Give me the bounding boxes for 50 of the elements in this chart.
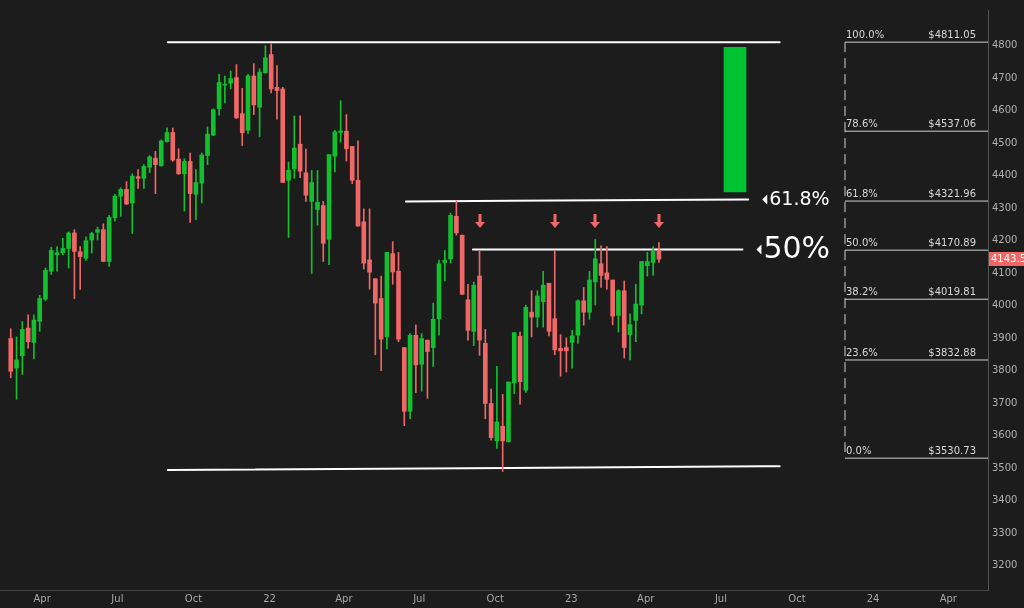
annotation: 38.2% xyxy=(846,285,878,297)
legend-label: 50% xyxy=(763,230,831,266)
y-tick-label: 4600 xyxy=(992,104,1018,116)
x-tick-label: Oct xyxy=(486,592,504,604)
y-tick-label: 4200 xyxy=(992,234,1018,246)
x-tick-label: Jul xyxy=(713,592,727,604)
x-tick-label: Jul xyxy=(110,592,124,604)
y-tick-label: 3600 xyxy=(992,429,1018,441)
y-tick-label: 4500 xyxy=(992,136,1018,148)
candlestick xyxy=(500,394,506,472)
y-tick-label: 3900 xyxy=(992,331,1018,343)
y-tick-label: 3800 xyxy=(992,364,1018,376)
annotation: 50.0% xyxy=(846,236,878,248)
candlestick xyxy=(309,170,315,274)
y-tick-label: 4800 xyxy=(992,39,1018,51)
ref-line-label: $4811.05 xyxy=(928,28,976,40)
x-tick-label: Apr xyxy=(637,592,656,604)
y-tick-label: 4400 xyxy=(992,169,1018,181)
legend-label: 61.8% xyxy=(769,187,830,210)
x-tick-label: Jul xyxy=(412,592,426,604)
candlestick xyxy=(135,169,141,189)
ref-line-label: $3530.73 xyxy=(928,444,976,456)
annotation: 23.6% xyxy=(846,346,878,358)
y-tick-label: 3300 xyxy=(992,526,1018,538)
y-tick-label: 3700 xyxy=(992,396,1018,408)
x-tick-label: Apr xyxy=(939,592,958,604)
y-tick-label: 4000 xyxy=(992,299,1018,311)
x-tick-label: Apr xyxy=(335,592,354,604)
annotation: 78.6% xyxy=(846,117,878,129)
candlestick xyxy=(442,250,448,282)
y-tick-label: 4100 xyxy=(992,266,1018,278)
x-tick-label: Oct xyxy=(184,592,203,604)
ref-line-label: $4170.89 xyxy=(928,236,976,248)
annotation: 61.8% xyxy=(846,187,878,199)
y-tick-label: 4300 xyxy=(992,201,1018,213)
ref-line-label: $4321.96 xyxy=(928,187,976,199)
ref-line-label: $3832.88 xyxy=(928,346,976,358)
ref-line-label: $4019.81 xyxy=(928,285,976,297)
x-tick-label: 24 xyxy=(866,592,880,604)
x-tick-label: 22 xyxy=(263,592,276,604)
y-tick-label: 4700 xyxy=(992,71,1018,83)
y-tick-label: 3500 xyxy=(992,461,1018,473)
ref-line-label: $4537.06 xyxy=(928,117,976,129)
y-tick-label: 3200 xyxy=(992,559,1018,571)
y-tick-label: 3400 xyxy=(992,494,1018,506)
annotation: 100.0% xyxy=(846,28,885,40)
x-tick-label: 23 xyxy=(564,592,578,604)
x-tick-label: Apr xyxy=(33,592,52,604)
x-tick-label: Oct xyxy=(788,592,806,604)
annotation: 0.0% xyxy=(846,444,872,456)
